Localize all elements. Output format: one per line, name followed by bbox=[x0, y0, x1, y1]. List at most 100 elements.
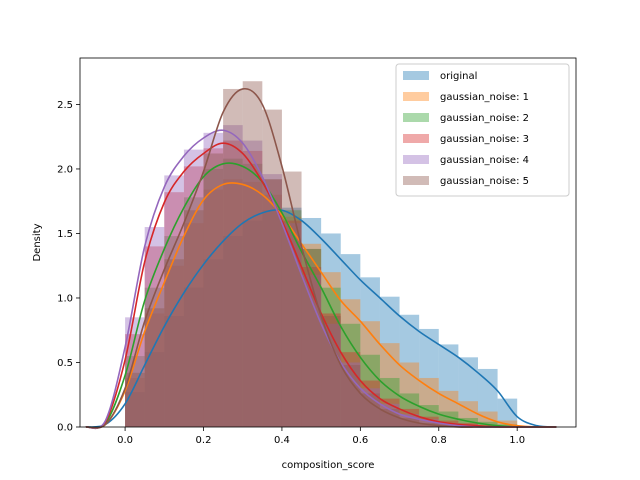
hist-bar bbox=[144, 246, 165, 427]
legend-swatch bbox=[403, 155, 429, 164]
hist-bar bbox=[144, 287, 165, 427]
hist-bar bbox=[183, 197, 204, 427]
hist-bar bbox=[262, 174, 282, 427]
hist-bar bbox=[262, 210, 282, 427]
hist-bar bbox=[164, 265, 184, 427]
plot-frame bbox=[79, 57, 577, 428]
hist-bar bbox=[203, 132, 224, 428]
legend-swatch bbox=[403, 176, 429, 185]
hist-bar bbox=[125, 377, 145, 427]
x-axis-label: composition_score bbox=[282, 460, 375, 471]
hist-bar bbox=[281, 223, 302, 427]
hist-bar bbox=[125, 392, 145, 427]
legend-swatch bbox=[403, 134, 429, 143]
hist-bar bbox=[458, 417, 478, 427]
y-tick-label: 1.5 bbox=[57, 229, 73, 240]
hist-bar bbox=[223, 125, 243, 427]
hist-bar bbox=[144, 352, 165, 427]
hist-bar bbox=[340, 299, 361, 427]
hist-bar bbox=[242, 140, 263, 427]
hist-bar bbox=[223, 236, 243, 427]
hist-bar bbox=[301, 248, 322, 427]
hist-bar bbox=[242, 81, 263, 427]
legend-label: gaussian_noise: 5 bbox=[440, 176, 529, 187]
hist-bar bbox=[242, 163, 263, 428]
legend-label: gaussian_noise: 3 bbox=[440, 134, 529, 145]
hist-bar bbox=[223, 140, 243, 427]
hist-bar bbox=[281, 171, 302, 427]
hist-bar bbox=[183, 287, 204, 427]
hist-bar bbox=[144, 308, 165, 427]
hist-bar bbox=[419, 419, 439, 427]
hist-bar bbox=[242, 181, 263, 427]
y-axis-label: Density bbox=[32, 223, 43, 261]
kde-line-series-2 bbox=[85, 162, 557, 429]
y-tick-label: 0.5 bbox=[57, 358, 73, 369]
kde-line-series-0 bbox=[85, 208, 557, 428]
hist-bar bbox=[262, 179, 282, 427]
hist-bar bbox=[262, 194, 282, 427]
hist-bar bbox=[223, 88, 243, 428]
hist-bar bbox=[321, 233, 341, 427]
hist-bar bbox=[321, 272, 341, 427]
hist-bar bbox=[497, 398, 518, 427]
hist-bar bbox=[203, 148, 224, 427]
y-tick-label: 1.0 bbox=[57, 293, 73, 304]
hist-bar bbox=[360, 393, 380, 427]
hist-bar bbox=[321, 323, 341, 427]
legend-label: gaussian_noise: 2 bbox=[440, 113, 529, 124]
hist-bar bbox=[438, 424, 459, 427]
x-tick-label: 0.0 bbox=[117, 435, 133, 446]
hist-bar bbox=[203, 168, 224, 427]
hist-bar bbox=[340, 365, 361, 427]
legend-label: gaussian_noise: 1 bbox=[440, 92, 529, 103]
legend-box bbox=[395, 63, 570, 197]
hist-bar bbox=[223, 179, 243, 427]
y-tick-label: 2.5 bbox=[57, 100, 73, 111]
y-tick-label: 2.0 bbox=[57, 164, 73, 175]
legend-label: original bbox=[440, 71, 477, 82]
y-tick-label: 0.0 bbox=[57, 423, 73, 434]
legend-swatch bbox=[403, 92, 429, 101]
hist-bar bbox=[360, 277, 380, 427]
hist-bar bbox=[379, 377, 400, 427]
hist-bar bbox=[125, 372, 145, 427]
hist-bar bbox=[164, 316, 184, 427]
hist-bar bbox=[458, 357, 478, 427]
hist-bar bbox=[183, 166, 204, 427]
x-tick-label: 0.2 bbox=[196, 435, 212, 446]
hist-bar bbox=[183, 149, 204, 427]
hist-series-1 bbox=[125, 179, 518, 427]
hist-bar bbox=[203, 259, 224, 427]
hist-bar bbox=[379, 398, 400, 427]
hist-bar bbox=[203, 189, 224, 427]
hist-bar bbox=[281, 210, 302, 427]
hist-bar bbox=[379, 403, 400, 427]
hist-bar bbox=[262, 179, 282, 427]
hist-bar bbox=[419, 328, 439, 427]
hist-bar bbox=[379, 296, 400, 427]
hist-bar bbox=[438, 344, 459, 427]
hist-bar bbox=[281, 220, 302, 427]
hist-bar bbox=[340, 362, 361, 427]
hist-bar bbox=[477, 368, 498, 427]
hist-bar bbox=[183, 223, 204, 427]
hist-bar bbox=[203, 153, 224, 427]
hist-bar bbox=[144, 313, 165, 427]
hist-bar bbox=[183, 210, 204, 427]
y-axis-ticks: 0.0 0.5 1.0 1.5 2.0 2.5 bbox=[57, 100, 80, 434]
hist-bar bbox=[164, 236, 184, 427]
hist-bar bbox=[144, 227, 165, 427]
x-tick-label: 0.4 bbox=[274, 435, 290, 446]
hist-series-4 bbox=[125, 125, 498, 428]
hist-bar bbox=[399, 417, 420, 427]
x-tick-label: 0.6 bbox=[352, 435, 368, 446]
hist-bar bbox=[242, 220, 263, 427]
hist-bar bbox=[223, 158, 243, 428]
kde-line-series-1 bbox=[85, 182, 557, 429]
x-tick-label: 1.0 bbox=[509, 435, 525, 446]
hist-bar bbox=[379, 408, 400, 427]
hist-bar bbox=[497, 424, 518, 427]
legend-swatch bbox=[403, 113, 429, 122]
